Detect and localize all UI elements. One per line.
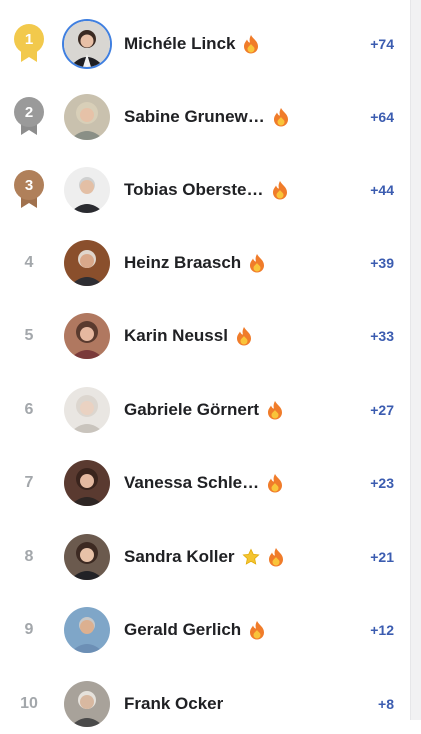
rank-7: 7 xyxy=(24,474,34,491)
leaderboard-row[interactable]: 5 Karin Neussl +33 xyxy=(0,306,410,366)
rank-3: 3 xyxy=(11,170,47,210)
rank-9: 9 xyxy=(24,621,34,638)
score: +39 xyxy=(370,255,394,271)
leaderboard-row[interactable]: 3 Tobias Oberste… +44 xyxy=(0,160,410,220)
fire-icon xyxy=(268,548,283,567)
rank-1: 1 xyxy=(11,24,47,64)
leaderboard-row[interactable]: 1 Michéle Linck +74 xyxy=(0,14,410,74)
avatar xyxy=(64,21,110,67)
fire-icon xyxy=(236,327,251,346)
user-name: Heinz Braasch xyxy=(124,253,266,273)
score: +64 xyxy=(370,109,394,125)
bronze-medal-icon: 3 xyxy=(12,170,46,210)
avatar xyxy=(64,387,110,433)
fire-icon xyxy=(250,254,265,273)
score: +44 xyxy=(370,182,394,198)
avatar xyxy=(64,313,110,359)
user-name: Sabine Grunew… xyxy=(124,107,290,127)
user-name: Frank Ocker xyxy=(124,694,224,713)
leaderboard-row[interactable]: 2 Sabine Grunew… +64 xyxy=(0,87,410,147)
silver-medal-icon: 2 xyxy=(12,97,46,137)
rank-6: 6 xyxy=(24,401,34,418)
user-name: Karin Neussl xyxy=(124,326,253,346)
avatar xyxy=(64,681,110,727)
fire-icon xyxy=(268,474,283,493)
fire-icon xyxy=(272,181,287,200)
score: +27 xyxy=(370,402,394,418)
leaderboard-row[interactable]: 10 Frank Ocker +8 xyxy=(0,674,410,734)
score: +21 xyxy=(370,549,394,565)
avatar xyxy=(64,534,110,580)
avatar xyxy=(64,167,110,213)
leaderboard-row[interactable]: 6 Gabriele Görnert +27 xyxy=(0,380,410,440)
score: +8 xyxy=(378,696,394,712)
rank-10: 10 xyxy=(20,695,38,712)
user-name: Vanessa Schle… xyxy=(124,473,284,493)
leaderboard-row[interactable]: 9 Gerald Gerlich +12 xyxy=(0,600,410,660)
avatar xyxy=(64,94,110,140)
avatar xyxy=(64,607,110,653)
user-name: Michéle Linck xyxy=(124,34,260,54)
rank-5: 5 xyxy=(24,327,34,344)
fire-icon xyxy=(273,108,288,127)
score: +33 xyxy=(370,328,394,344)
scrollbar[interactable] xyxy=(410,0,421,720)
score: +23 xyxy=(370,475,394,491)
leaderboard-row[interactable]: 8 Sandra Koller +21 xyxy=(0,527,410,587)
leaderboard-row[interactable]: 4 Heinz Braasch +39 xyxy=(0,233,410,293)
gold-medal-icon: 1 xyxy=(12,24,46,64)
score: +12 xyxy=(370,622,394,638)
rank-8: 8 xyxy=(24,548,34,565)
fire-icon xyxy=(250,621,265,640)
leaderboard-row[interactable]: 7 Vanessa Schle… +23 xyxy=(0,453,410,513)
score: +74 xyxy=(370,36,394,52)
rank-4: 4 xyxy=(24,254,34,271)
fire-icon xyxy=(244,35,259,54)
avatar xyxy=(64,460,110,506)
avatar xyxy=(64,240,110,286)
rank-2: 2 xyxy=(11,97,47,137)
user-name: Tobias Oberste… xyxy=(124,180,289,200)
fire-icon xyxy=(268,401,283,420)
user-name: Gabriele Görnert xyxy=(124,400,284,420)
star-icon xyxy=(241,548,260,565)
user-name: Sandra Koller xyxy=(124,547,285,567)
user-name: Gerald Gerlich xyxy=(124,620,266,640)
